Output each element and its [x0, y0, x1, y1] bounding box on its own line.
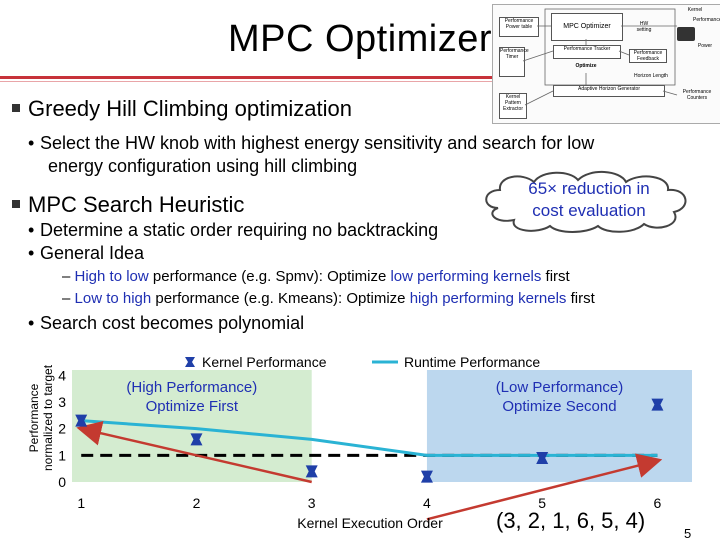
dash1-b: performance (e.g. Spmv): Optimize	[148, 268, 391, 285]
mpc-sub2-text: General Idea	[40, 243, 145, 263]
square-bullet-icon	[12, 104, 20, 113]
greedy-sub-line1: Select the HW knob with highest energy s…	[40, 133, 595, 153]
chart-text: (High Performance) Optimize First (Low Per…	[27, 354, 662, 531]
page-number: 5	[684, 526, 692, 541]
region-label-2-2: Optimize Second	[502, 398, 616, 415]
dash-icon: –	[62, 290, 75, 307]
dot-bullet-icon: •	[28, 133, 35, 153]
perf-counters-label: Performance Counters	[682, 89, 712, 101]
perf-feedback-box: Performance Feedback	[629, 49, 667, 63]
dash2-b: performance (e.g. Kmeans): Optimize	[151, 290, 410, 307]
y-axis-title: Performancenormalized to target	[27, 364, 55, 471]
mpc-sub1: • Determine a static order requiring no b…	[28, 219, 438, 242]
kernel-performance-marker	[420, 470, 433, 483]
mpc-sub3-text: Search cost becomes polynomial	[40, 313, 305, 333]
kernel-performance-marker	[536, 452, 549, 464]
kernel-label: Kernel	[687, 7, 703, 13]
bullet-greedy-text: Greedy Hill Climbing optimization	[28, 96, 353, 121]
title-divider	[0, 76, 720, 79]
y-tick-label: 1	[58, 447, 66, 463]
x-tick-label: 6	[654, 495, 662, 511]
kernel-pattern-box: Kernel Pattern Extractor	[499, 93, 527, 119]
diagram-connectors	[522, 8, 678, 106]
bullet-greedy-sub: • Select the HW knob with highest energy …	[28, 132, 594, 178]
dash-item-2: – Low to high performance (e.g. Kmeans):…	[62, 290, 595, 307]
chart-region-1	[72, 370, 312, 482]
dot-bullet-icon: •	[28, 220, 35, 240]
dash-item-1: – High to low performance (e.g. Spmv): O…	[62, 268, 570, 285]
bullet-mpc-text: MPC Search Heuristic	[28, 192, 245, 217]
region-label-2-1: (Low Performance)	[496, 379, 624, 396]
kernel-order-chart: (High Performance) Optimize First (Low Per…	[27, 354, 692, 531]
perf-label: Performance	[693, 17, 720, 23]
perf-tracker-box: Performance Tracker	[553, 45, 621, 59]
x-tick-label: 4	[423, 495, 431, 511]
y-axis-title-line2: normalized to target	[41, 364, 55, 471]
bullet-mpc: MPC Search Heuristic	[12, 192, 244, 218]
kernel-performance-marker	[75, 414, 88, 427]
order-arrow-2	[426, 453, 663, 521]
adaptive-horizon-box: Adaptive Horizon Generator	[553, 85, 665, 97]
dash2-d: first	[566, 290, 595, 307]
y-tick-label: 3	[58, 394, 66, 410]
y-tick-label: 2	[58, 421, 66, 437]
mpc-sub2: • General Idea	[28, 242, 144, 265]
kernel-performance-marker	[305, 465, 318, 478]
y-tick-label: 4	[58, 367, 66, 383]
y-tick-label: 0	[58, 474, 66, 490]
gpu-chip-icon	[677, 27, 695, 41]
perf-power-table-box: Performance Power table	[499, 17, 539, 37]
square-bullet-icon	[12, 200, 20, 209]
order-arrow-1	[76, 420, 312, 484]
chart-regions	[72, 370, 692, 482]
dash1-c: low performing kernels	[390, 268, 542, 285]
x-tick-label: 5	[538, 495, 546, 511]
runtime-performance-line	[81, 419, 658, 457]
legend-kernel-label: Kernel Performance	[202, 354, 327, 370]
chart-lines	[76, 419, 663, 521]
kernel-performance-marker	[651, 398, 664, 411]
dash2-a: Low to high	[74, 290, 152, 307]
callout-line2: cost evaluation	[532, 201, 645, 220]
legend-kernel-marker	[185, 357, 195, 367]
dot-bullet-icon: •	[28, 243, 35, 263]
x-axis-title: Kernel Execution Order	[297, 515, 443, 531]
mpc-optimizer-box: MPC Optimizer	[551, 13, 623, 41]
horizon-label: Horizon Length	[634, 73, 668, 79]
slide-title: MPC Optimizer	[227, 18, 493, 60]
dash-icon: –	[62, 268, 75, 285]
bullet-greedy: Greedy Hill Climbing optimization	[12, 96, 352, 122]
dash1-a: High to low	[74, 268, 149, 285]
power-label: Power	[697, 43, 713, 49]
dot-bullet-icon: •	[28, 313, 35, 333]
mpc-sub1-text: Determine a static order requiring no ba…	[40, 220, 439, 240]
title-divider-thin	[0, 81, 720, 82]
optimize-label: Optimize	[575, 63, 597, 69]
dash1-d: first	[541, 268, 570, 285]
region-label-1-1: (High Performance)	[126, 379, 257, 396]
legend-runtime-label: Runtime Performance	[404, 354, 540, 370]
mpc-sub3: • Search cost becomes polynomial	[28, 312, 304, 335]
optimization-order: (3, 2, 1, 6, 5, 4)	[496, 508, 646, 533]
x-tick-label: 1	[77, 495, 85, 511]
chart-marks	[75, 398, 664, 483]
dash2-c: high performing kernels	[409, 290, 567, 307]
y-axis-title-line1: Performance	[27, 383, 41, 452]
x-tick-label: 3	[308, 495, 316, 511]
callout-line1: 65× reduction in	[528, 179, 649, 198]
kernel-performance-marker	[190, 433, 203, 446]
hw-knob-label: HW setting	[636, 21, 652, 33]
x-tick-label: 2	[193, 495, 201, 511]
greedy-sub-line2: energy configuration using hill climbing	[48, 156, 358, 176]
system-diagram: Performance Power table MPC Optimizer Pe…	[492, 4, 720, 124]
callout-cloud: 65× reduction in cost evaluation	[485, 171, 687, 233]
region-label-1-2: Optimize First	[146, 398, 239, 415]
timer-box: Performance Timer	[499, 47, 529, 77]
